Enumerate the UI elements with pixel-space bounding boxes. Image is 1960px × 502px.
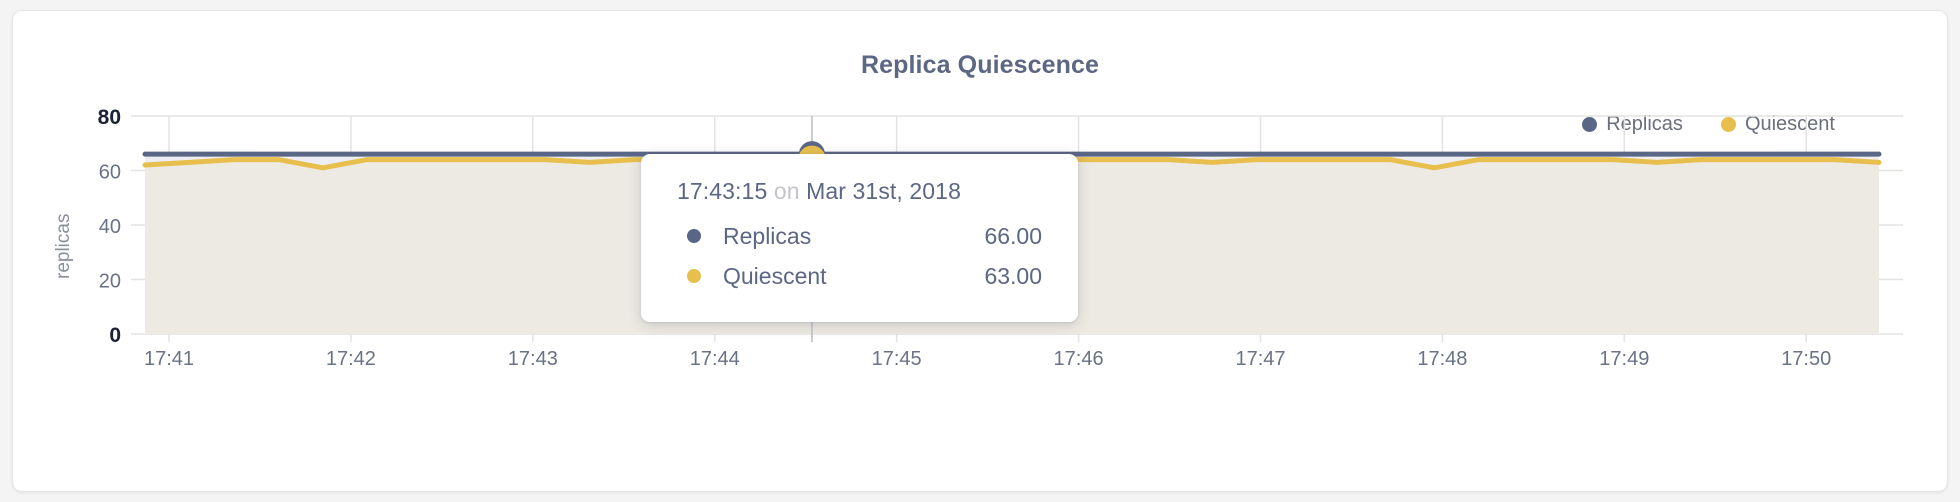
y-axis-tick-label: 20 [99,271,121,293]
tooltip-series-label: Quiescent [723,262,827,289]
tooltip-row: Replicas 66.00 [677,216,1042,256]
tooltip-series-value: 63.00 [984,262,1042,289]
tooltip-series-label: Replicas [723,222,812,249]
legend-dot-icon [1720,117,1736,132]
legend-item-quiescent[interactable]: Quiescent [1720,113,1835,136]
y-axis-title: replicas [53,214,74,279]
x-axis-tick-label: 17:50 [1781,348,1831,370]
chart-tooltip: 17:43:15 on Mar 31st, 2018 Replicas 66.0… [641,154,1078,322]
x-axis-tick-label: 17:47 [1235,348,1285,370]
x-axis-tick-label: 17:49 [1599,348,1649,370]
series-dot-icon [687,229,701,243]
y-axis-tick-label: 40 [99,216,121,238]
tooltip-series-value: 66.00 [984,222,1042,249]
tooltip-date: Mar 31st, 2018 [806,178,961,204]
chart-legend: Replicas Quiescent [1582,113,1835,136]
tooltip-row: Quiescent 63.00 [677,256,1042,296]
y-axis-tick-label: 60 [99,162,121,184]
series-dot-icon [687,269,701,283]
page-title: Replica Quiescence [860,51,1100,79]
legend-dot-icon [1582,117,1598,132]
y-axis-tick-label: 0 [109,324,121,347]
legend-item-replicas[interactable]: Replicas [1582,113,1683,136]
x-axis-tick-label: 17:43 [508,348,558,370]
tooltip-time: 17:43:15 [677,178,768,204]
x-axis-tick-label: 17:42 [326,348,376,370]
x-axis-tick-label: 17:46 [1054,348,1104,370]
x-axis-tick-label: 17:44 [690,348,740,370]
x-axis-tick-label: 17:45 [872,348,922,370]
legend-label: Quiescent [1744,113,1835,135]
legend-label: Replicas [1606,113,1683,135]
y-axis-tick-label: 80 [98,106,121,129]
chart-card: Replica Quiescence Replicas Quiescent 0 2… [12,10,1948,492]
tooltip-header: 17:43:15 on Mar 31st, 2018 [677,178,1042,205]
x-axis-tick-label: 17:41 [144,348,194,370]
x-axis-tick-label: 17:48 [1417,348,1467,370]
tooltip-separator: on [773,178,800,204]
